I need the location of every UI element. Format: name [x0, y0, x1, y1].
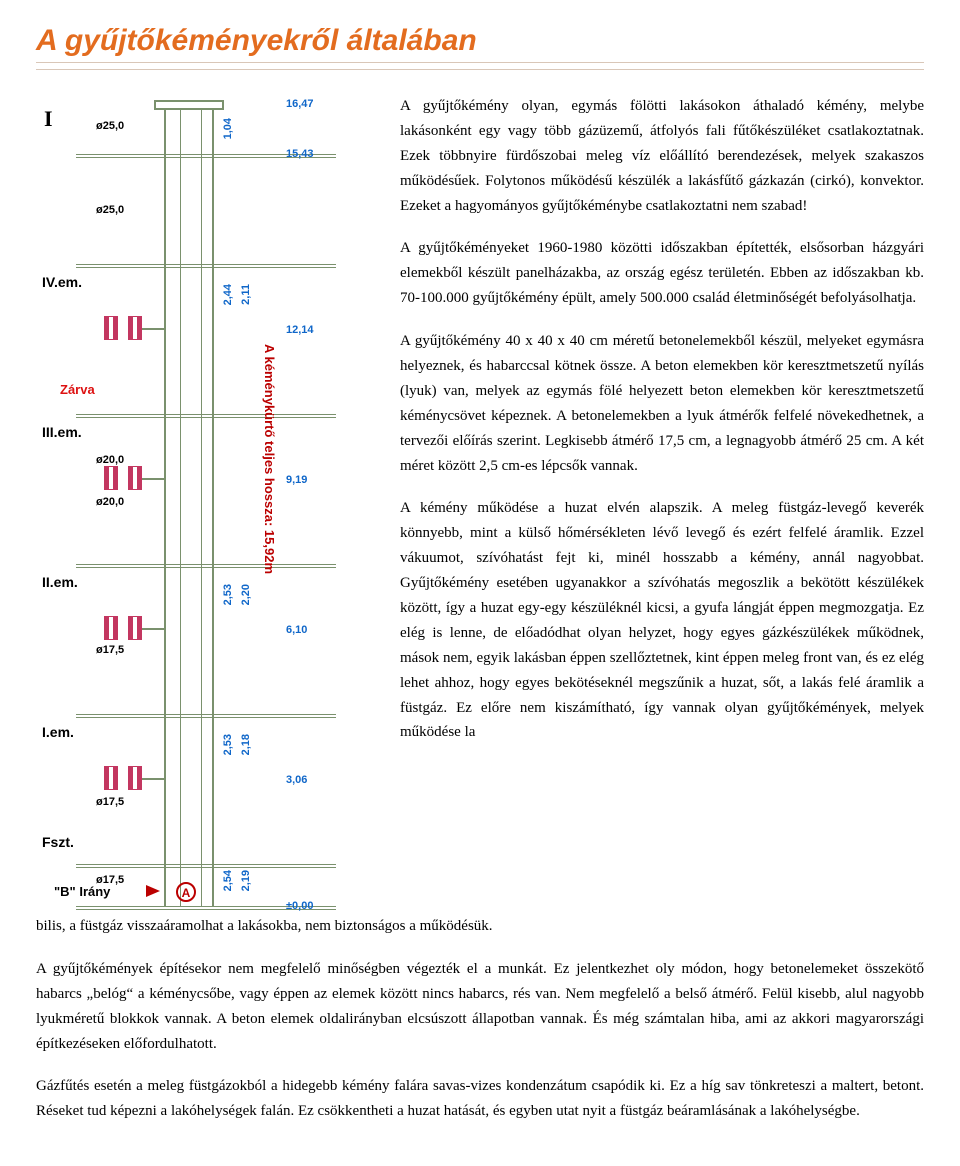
- dim-r3: 12,14: [286, 324, 314, 336]
- floor-label-3: III.em.: [42, 424, 82, 440]
- dim-v6: 2,53: [222, 734, 234, 755]
- conn-3: [142, 478, 166, 480]
- paragraph-6: Gázfűtés esetén a meleg füstgázokból a h…: [36, 1074, 924, 1124]
- diagram-column: I IV.em. III.em. II.em. I.em. Fszt. Zárv…: [36, 94, 376, 914]
- dia-6: ø17,5: [96, 796, 124, 808]
- dia-4: ø20,0: [96, 496, 124, 508]
- upper-columns: I IV.em. III.em. II.em. I.em. Fszt. Zárv…: [36, 94, 924, 914]
- appliance-2b: [128, 616, 142, 640]
- chimney-diagram: I IV.em. III.em. II.em. I.em. Fszt. Zárv…: [36, 94, 376, 914]
- dim-r5: 6,10: [286, 624, 307, 636]
- appliance-1b: [128, 766, 142, 790]
- arrow-icon: [146, 885, 160, 897]
- floor-label-2: II.em.: [42, 574, 78, 590]
- page-title: A gyűjtőkéményekről általában: [36, 24, 924, 58]
- dim-r4: 9,19: [286, 474, 307, 486]
- slab-4: [76, 264, 336, 268]
- dia-1: ø25,0: [96, 120, 124, 132]
- flue-shaft: [164, 110, 214, 906]
- label-zarva: Zárva: [60, 382, 95, 397]
- paragraph-1: A gyűjtőkémény olyan, egymás fölötti lak…: [400, 94, 924, 218]
- a-marker: A: [176, 882, 196, 902]
- flue-inner: [180, 110, 202, 906]
- floor-label-4: IV.em.: [42, 274, 82, 290]
- dim-v2: 2,44: [222, 284, 234, 305]
- dim-r2: 15,43: [286, 148, 314, 160]
- text-column: A gyűjtőkémény olyan, egymás fölötti lak…: [400, 94, 924, 745]
- dim-v1: 1,04: [222, 118, 234, 139]
- dim-v8: 2,54: [222, 870, 234, 891]
- slab-2: [76, 564, 336, 568]
- paragraph-2: A gyűjtőkéményeket 1960-1980 közötti idő…: [400, 236, 924, 311]
- b-irany-label: "B" Irány: [54, 884, 110, 899]
- dim-v3: 2,11: [240, 284, 252, 305]
- paragraph-4a: A kémény működése a huzat elvén alapszik…: [400, 496, 924, 745]
- paragraph-4b: bilis, a füstgáz visszaáramolhat a lakás…: [36, 914, 924, 939]
- paragraph-3: A gyűjtőkémény 40 x 40 x 40 cm méretű be…: [400, 329, 924, 478]
- paragraph-5: A gyűjtőkémények építésekor nem megfelel…: [36, 957, 924, 1057]
- conn-1: [142, 778, 166, 780]
- conn-4: [142, 328, 166, 330]
- dim-r1: 16,47: [286, 98, 314, 110]
- chimney-cap: [154, 100, 224, 110]
- dia-5: ø17,5: [96, 644, 124, 656]
- floor-label-1: I.em.: [42, 724, 74, 740]
- dim-r7: ±0,00: [286, 900, 313, 912]
- appliance-4b: [128, 316, 142, 340]
- diagram-roman-I: I: [44, 106, 53, 132]
- dim-v9: 2,19: [240, 870, 252, 891]
- dim-v5: 2,20: [240, 584, 252, 605]
- dim-v4: 2,53: [222, 584, 234, 605]
- appliance-2a: [104, 616, 118, 640]
- dia-2: ø25,0: [96, 204, 124, 216]
- floor-label-0: Fszt.: [42, 834, 74, 850]
- dia-3: ø20,0: [96, 454, 124, 466]
- appliance-1a: [104, 766, 118, 790]
- dim-v7: 2,18: [240, 734, 252, 755]
- conn-2: [142, 628, 166, 630]
- appliance-3a: [104, 466, 118, 490]
- appliance-4a: [104, 316, 118, 340]
- title-rule-2: [36, 69, 924, 70]
- appliance-3b: [128, 466, 142, 490]
- slab-1: [76, 714, 336, 718]
- title-rule-1: [36, 62, 924, 63]
- slab-3: [76, 414, 336, 418]
- dim-r6: 3,06: [286, 774, 307, 786]
- total-length-label: A kéménykürtő teljes hossza: 15,92m: [262, 344, 277, 574]
- slab-0: [76, 864, 336, 868]
